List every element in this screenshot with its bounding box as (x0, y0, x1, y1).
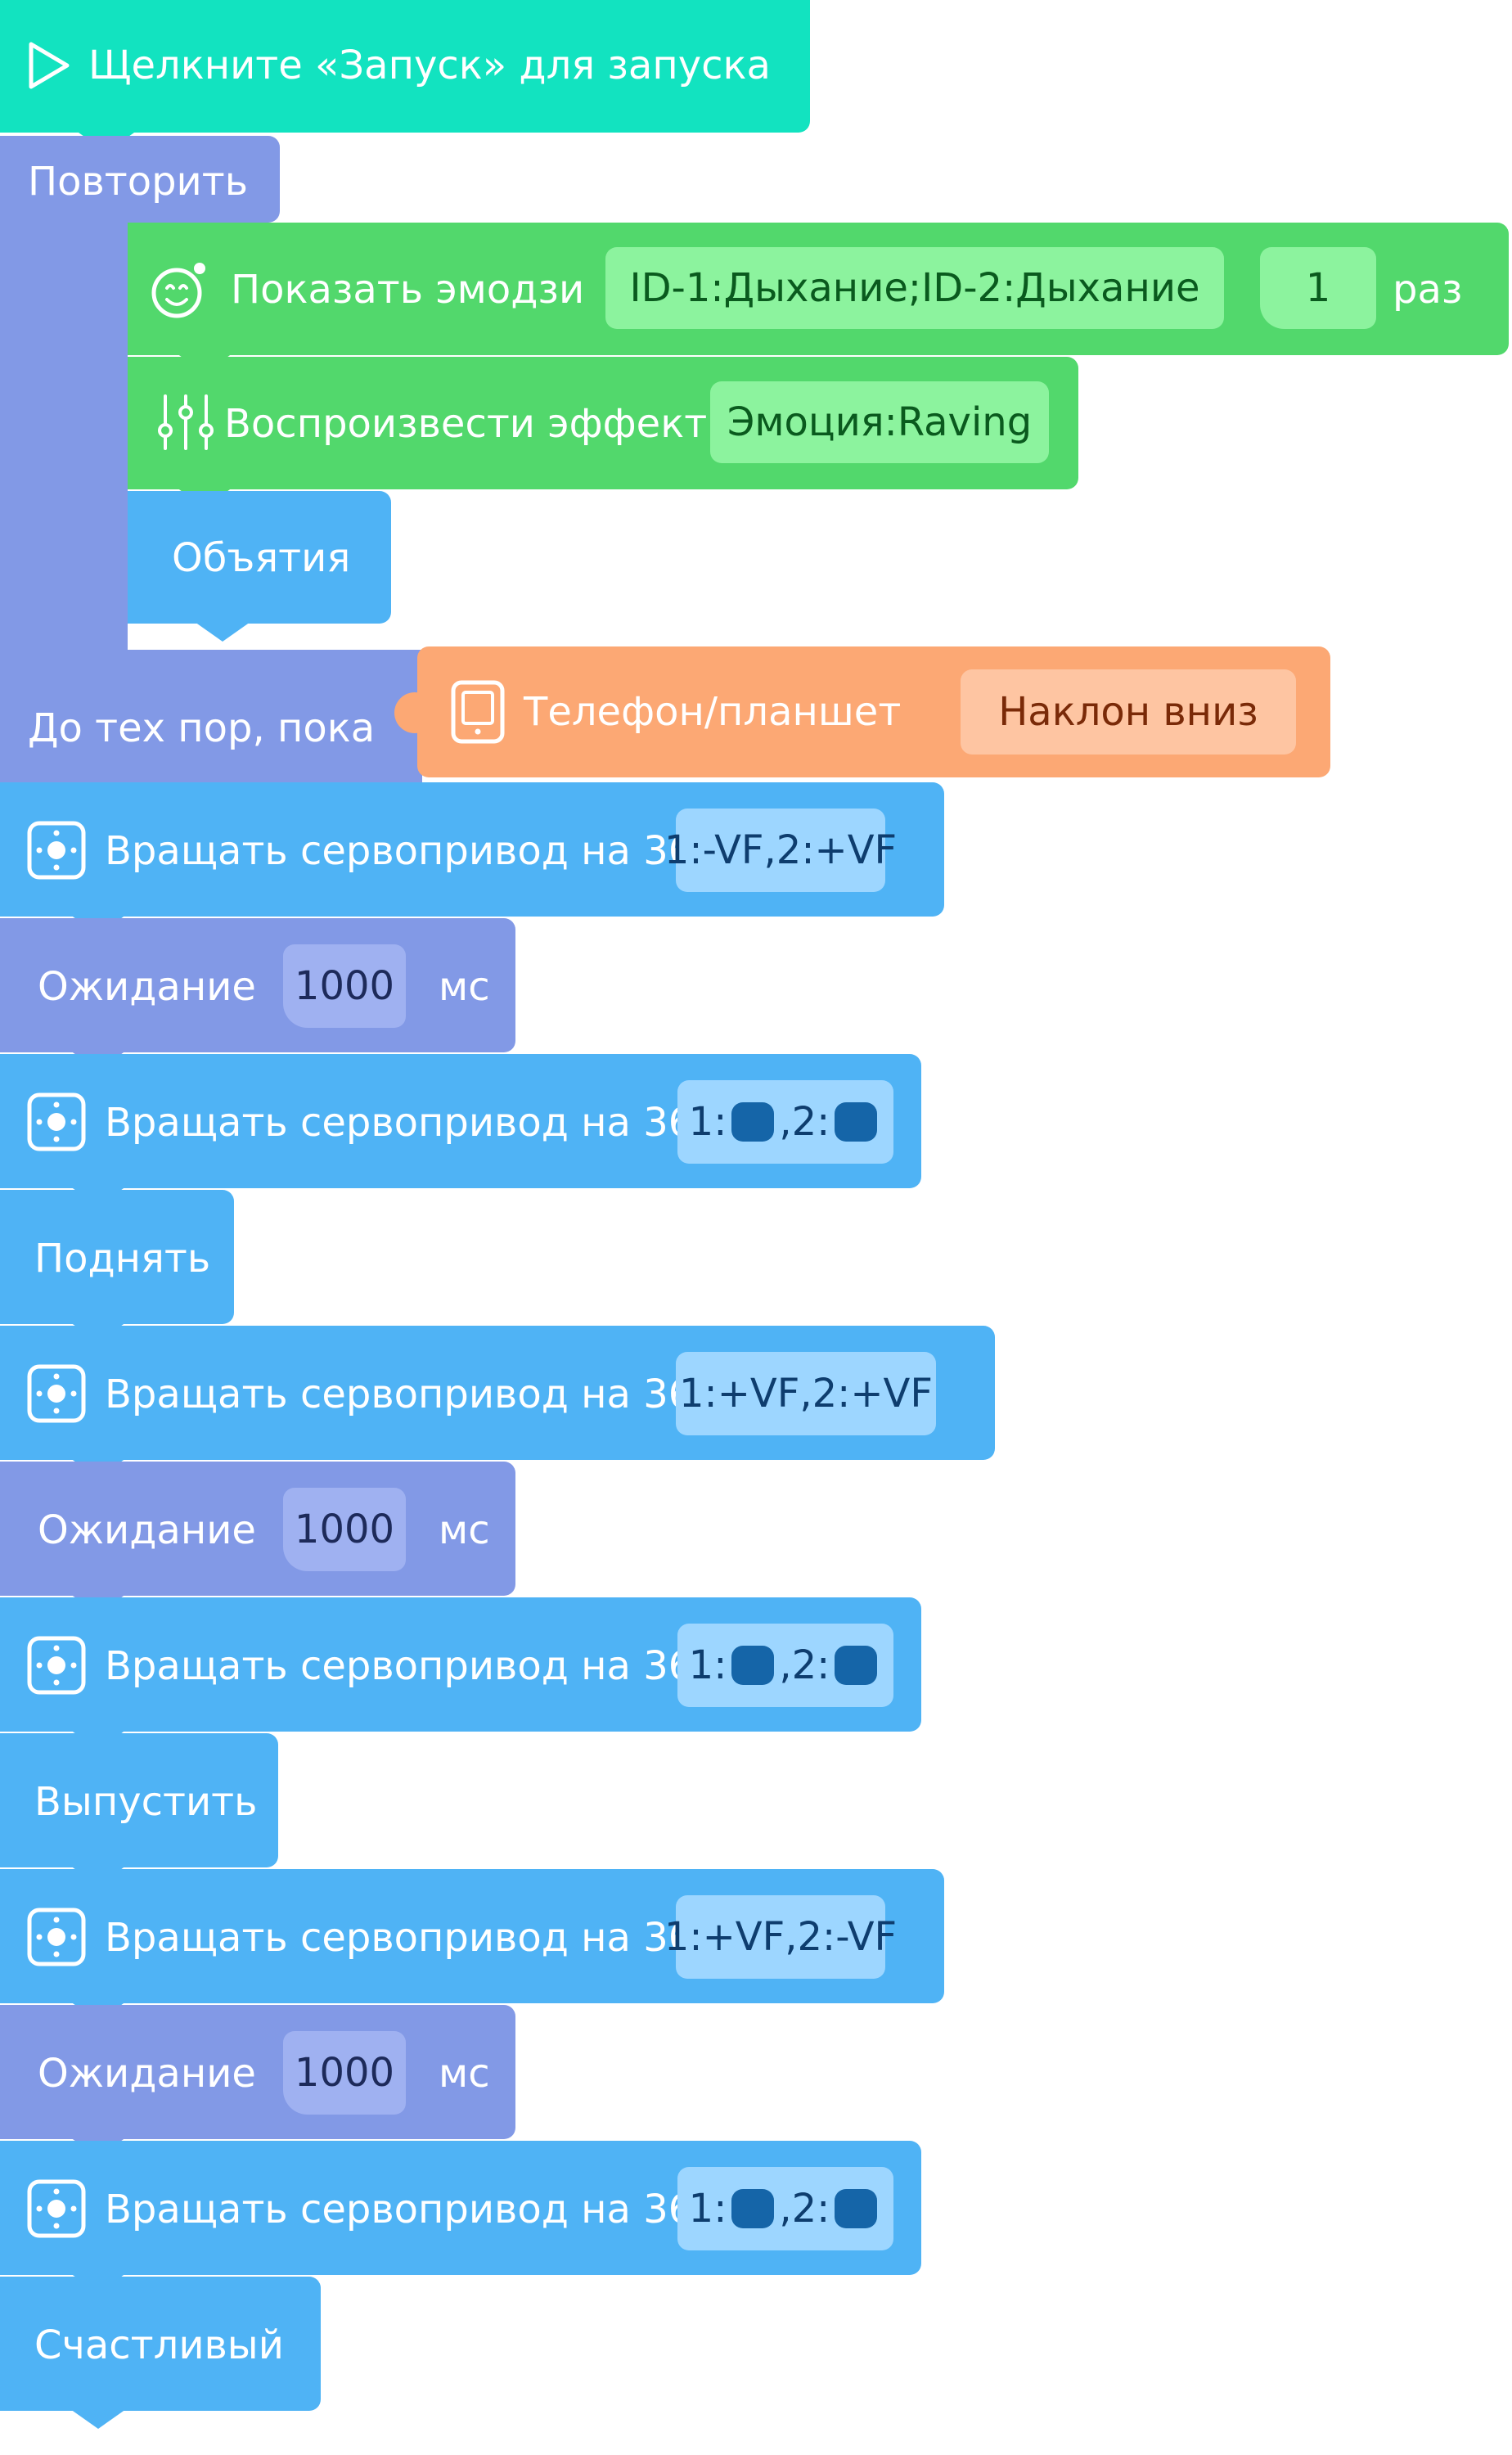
hug-notch (195, 622, 250, 642)
servo-stop-chip[interactable]: 1: ,2: (677, 1624, 893, 1707)
emoji-count-chip[interactable]: 1 (1260, 247, 1376, 329)
play-effect-block[interactable]: Воспроизвести эффект Эмоция:Raving (128, 357, 1078, 489)
servo-label: Вращать сервопривод на 360° (105, 1372, 738, 1417)
servo-icon (27, 1908, 86, 1966)
wait-block[interactable]: Ожидание 1000 мс (0, 2005, 515, 2139)
sensor-block[interactable]: Телефон/планшет Наклон вниз (417, 646, 1330, 777)
show-emoji-label: Показать эмодзи (231, 267, 585, 313)
until-label: До тех пор, пока (28, 705, 376, 751)
servo-value-chip[interactable]: 1:+VF,2:+VF (676, 1352, 936, 1435)
wait-unit: мс (439, 964, 490, 1010)
wait-block[interactable]: Ожидание 1000 мс (0, 918, 515, 1052)
servo-port-2-label: ,2: (779, 1642, 830, 1688)
action-label: Счастливый (34, 2322, 284, 2368)
servo-label: Вращать сервопривод на 360° (105, 2187, 738, 2232)
action-block[interactable]: Счастливый (0, 2277, 321, 2411)
tablet-icon (451, 680, 505, 744)
wait-unit: мс (439, 1507, 490, 1553)
servo-port-1-label: 1: (688, 1642, 727, 1688)
repeat-loop-arm (0, 218, 128, 651)
hug-block[interactable]: Объятия (128, 491, 391, 624)
servo-stop-block[interactable]: Вращать сервопривод на 360° 1: ,2: (0, 1597, 921, 1732)
servo-value-chip[interactable]: 1:-VF,2:+VF (664, 809, 897, 892)
stop-square-icon (835, 2189, 878, 2228)
repeat-label: Повторить (28, 159, 248, 205)
servo-label: Вращать сервопривод на 360° (105, 1915, 738, 1961)
sensor-plug (394, 692, 435, 733)
show-emoji-block[interactable]: Показать эмодзи ID-1:Дыхание;ID-2:Дыхани… (128, 223, 1509, 355)
repeat-loop-bottom[interactable]: До тех пор, пока (0, 650, 422, 782)
wait-label: Ожидание (38, 1507, 256, 1553)
start-block[interactable]: Щелкните «Запуск» для запуска (0, 0, 810, 133)
servo-rotate-block[interactable]: Вращать сервопривод на 360° 1:+VF,2:-VF (0, 1869, 944, 2003)
servo-port-1-label: 1: (688, 2186, 727, 2232)
servo-port-1-label: 1: (688, 1099, 727, 1145)
stop-square-icon (835, 1102, 878, 1142)
servo-label: Вращать сервопривод на 360° (105, 1643, 738, 1689)
connector-notch (70, 2409, 126, 2429)
action-block[interactable]: Выпустить (0, 1733, 278, 1867)
robot-face-icon (151, 263, 205, 318)
servo-rotate-block[interactable]: Вращать сервопривод на 360° 1:+VF,2:+VF (0, 1326, 995, 1460)
effect-value-chip[interactable]: Эмоция:Raving (710, 381, 1049, 463)
start-label: Щелкните «Запуск» для запуска (88, 43, 771, 88)
servo-label: Вращать сервопривод на 360° (105, 828, 738, 874)
stop-square-icon (731, 1646, 775, 1685)
wait-value-chip[interactable]: 1000 (283, 1488, 406, 1571)
servo-stop-block[interactable]: Вращать сервопривод на 360° 1: ,2: (0, 1054, 921, 1188)
servo-port-2-label: ,2: (779, 1099, 830, 1145)
servo-port-2-label: ,2: (779, 2186, 830, 2232)
wait-value-chip[interactable]: 1000 (283, 944, 406, 1028)
emoji-suffix: раз (1393, 267, 1463, 313)
action-block[interactable]: Поднять (0, 1190, 234, 1324)
servo-rotate-block[interactable]: Вращать сервопривод на 360° 1:-VF,2:+VF (0, 782, 944, 917)
servo-stop-chip[interactable]: 1: ,2: (677, 1080, 893, 1164)
servo-icon (27, 1636, 86, 1695)
sensor-value-chip[interactable]: Наклон вниз (961, 669, 1296, 755)
play-effect-label: Воспроизвести эффект (224, 401, 708, 447)
repeat-loop-top[interactable]: Повторить (0, 136, 280, 223)
action-label: Поднять (34, 1236, 211, 1282)
stop-square-icon (731, 2189, 775, 2228)
stop-square-icon (835, 1646, 878, 1685)
servo-icon (27, 1364, 86, 1423)
servo-icon (27, 1092, 86, 1151)
action-label: Выпустить (34, 1779, 258, 1825)
wait-block[interactable]: Ожидание 1000 мс (0, 1462, 515, 1596)
emoji-value-chip[interactable]: ID-1:Дыхание;ID-2:Дыхание (605, 247, 1224, 329)
wait-value-chip[interactable]: 1000 (283, 2031, 406, 2115)
servo-icon (27, 821, 86, 880)
equalizer-icon (158, 394, 214, 450)
stop-square-icon (731, 1102, 775, 1142)
servo-stop-chip[interactable]: 1: ,2: (677, 2167, 893, 2250)
hug-label: Объятия (172, 535, 351, 581)
servo-stop-block[interactable]: Вращать сервопривод на 360° 1: ,2: (0, 2141, 921, 2275)
wait-label: Ожидание (38, 2051, 256, 2097)
wait-unit: мс (439, 2051, 490, 2097)
servo-icon (27, 2179, 86, 2238)
servo-label: Вращать сервопривод на 360° (105, 1100, 738, 1146)
play-icon (29, 42, 70, 89)
sensor-label: Телефон/планшет (524, 689, 902, 735)
wait-label: Ожидание (38, 964, 256, 1010)
servo-value-chip[interactable]: 1:+VF,2:-VF (664, 1895, 897, 1979)
